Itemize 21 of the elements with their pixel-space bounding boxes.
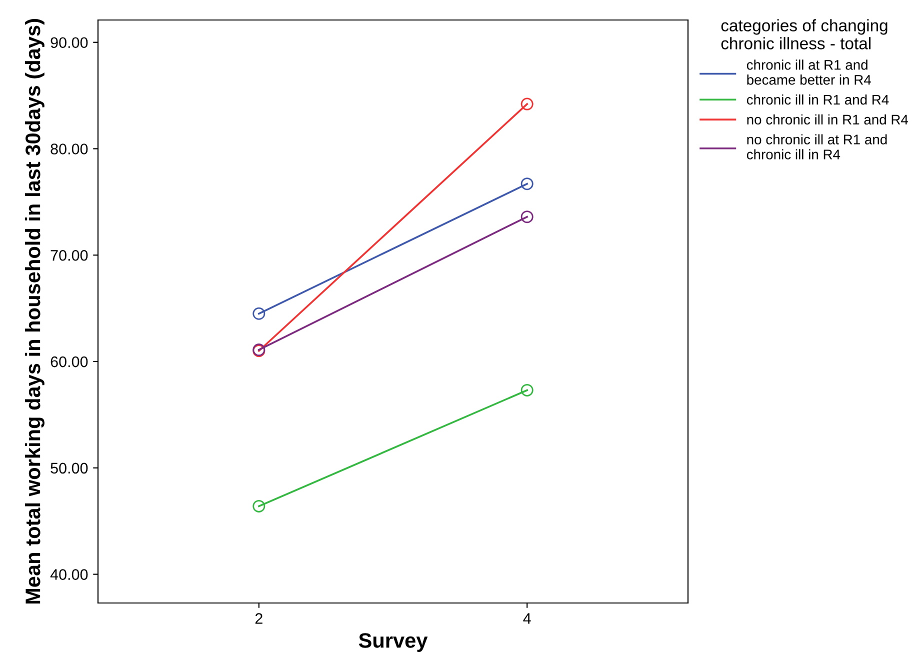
point [252,307,266,320]
y-tick-label: 50.00 [50,462,88,474]
point [520,178,534,190]
x-axis-title: Survey [358,633,428,652]
y-tick-label: 40.00 [50,569,88,580]
legend-label: no chronic ill in R1 and R4 [747,114,908,125]
y-tick-label: 80.00 [50,144,88,154]
point [520,98,534,110]
legend-title: categories of changing chronic illness - total [721,19,888,50]
point [252,500,266,512]
legend-label: chronic ill at R1 and became better in R4 [746,60,871,85]
legend-label: no chronic ill at R1 and chronic ill in R4 [746,134,887,160]
point [520,384,534,396]
x-tick-label: 2 [255,613,262,624]
y-axis-title: Mean total working days in household in last 30days (days) [24,19,44,604]
y-tick-label: 60.00 [50,356,88,368]
legend-label: chronic ill in R1 and R4 [746,94,889,105]
y-tick-label: 90.00 [50,37,88,48]
point [520,210,534,224]
y-tick-label: 70.00 [50,250,88,261]
x-tick-label: 4 [523,613,531,624]
